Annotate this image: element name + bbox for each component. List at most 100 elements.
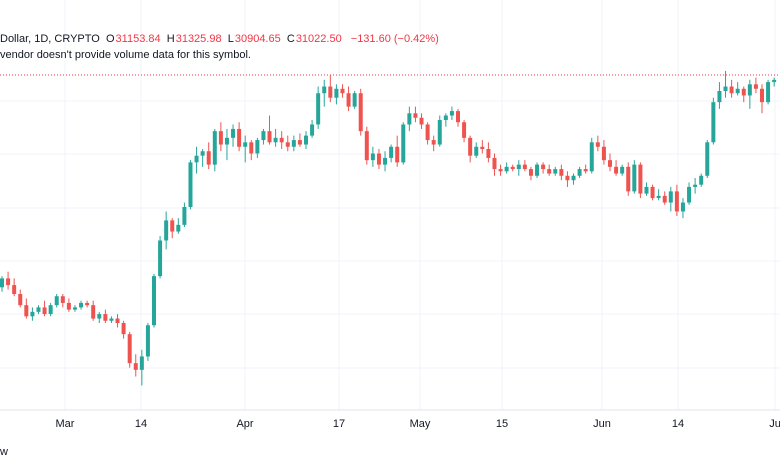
- candle-down: [121, 320, 126, 339]
- candle-down: [480, 140, 485, 154]
- candle-down: [522, 160, 527, 172]
- candle-body: [255, 140, 260, 154]
- candle-body: [328, 86, 333, 98]
- candle-up: [152, 273, 156, 328]
- candle-body: [334, 88, 339, 98]
- candle-body: [668, 191, 673, 203]
- candle-body: [492, 157, 497, 170]
- candle-body: [85, 302, 90, 306]
- candle-body: [127, 334, 132, 364]
- candle-up: [291, 135, 296, 152]
- candle-down: [729, 79, 734, 98]
- candle-body: [474, 146, 479, 156]
- candle-down: [358, 88, 363, 136]
- candle-up: [535, 162, 540, 178]
- x-tick-label: Apr: [236, 418, 253, 430]
- change-value: −131.60 (−0.42%): [350, 33, 439, 45]
- candle-down: [486, 142, 491, 163]
- candle-down: [583, 164, 588, 174]
- candle-body: [364, 131, 369, 161]
- candle-body: [760, 88, 764, 103]
- candle-up: [632, 160, 637, 194]
- candle-body: [36, 307, 41, 312]
- candle-down: [741, 86, 746, 103]
- candle-up: [772, 77, 777, 87]
- candle-up: [334, 84, 339, 105]
- candle-up: [30, 307, 35, 321]
- candle-body: [589, 142, 594, 172]
- candle-up: [322, 79, 327, 107]
- candle-up: [243, 135, 248, 163]
- candle-down: [103, 309, 108, 323]
- candle-body: [383, 157, 388, 165]
- candle-down: [638, 162, 643, 199]
- volume-note: vendor doesn't provide volume data for t…: [0, 49, 251, 61]
- candle-body: [139, 356, 144, 370]
- candle-body: [358, 93, 363, 132]
- candle-up: [766, 79, 771, 105]
- candle-body: [79, 302, 84, 308]
- candle-body: [456, 111, 460, 123]
- candle-body: [395, 146, 400, 163]
- ohlc-legend: Dollar, 1D, CRYPTO O31153.84 H31325.98 L…: [0, 32, 439, 46]
- candle-body: [273, 137, 278, 143]
- close-value: 31022.50: [295, 33, 342, 45]
- candle-body: [401, 124, 406, 163]
- candle-body: [145, 325, 150, 357]
- candle-down: [425, 122, 430, 145]
- candle-down: [559, 164, 564, 181]
- candle-body: [522, 164, 527, 170]
- candle-up: [723, 70, 728, 98]
- candle-up: [577, 166, 582, 178]
- candle-body: [237, 128, 242, 147]
- candle-up: [474, 142, 479, 158]
- candle-up: [145, 323, 150, 361]
- candle-body: [413, 113, 418, 118]
- candle-body: [443, 115, 448, 120]
- candle-up: [188, 160, 193, 210]
- candle-body: [30, 311, 35, 317]
- candle-down: [133, 354, 138, 377]
- candle-body: [249, 142, 254, 154]
- candle-body: [310, 124, 315, 136]
- candle-body: [547, 169, 552, 174]
- candle-up: [231, 124, 236, 147]
- candle-up: [36, 305, 41, 315]
- candle-up: [711, 97, 716, 145]
- candle-down: [206, 142, 211, 170]
- x-tick-label: 14: [135, 418, 147, 430]
- candle-down: [127, 331, 132, 368]
- candle-down: [462, 120, 467, 143]
- candle-up: [449, 106, 454, 120]
- candle-down: [18, 289, 23, 308]
- candle-body: [595, 142, 600, 147]
- candle-up: [401, 122, 406, 165]
- candle-down: [285, 135, 290, 152]
- candle-up: [164, 211, 169, 250]
- candle-up: [139, 349, 144, 386]
- candle-up: [693, 178, 698, 194]
- candle-down: [456, 108, 460, 127]
- candle-body: [510, 166, 515, 170]
- candle-down: [614, 160, 619, 176]
- candle-up: [310, 120, 315, 138]
- open-label: O: [105, 33, 115, 45]
- candle-body: [158, 240, 163, 277]
- candle-down: [419, 113, 424, 129]
- candle-body: [316, 93, 321, 125]
- candle-body: [322, 86, 327, 94]
- candle-down: [249, 140, 254, 161]
- candle-up: [680, 198, 685, 219]
- candle-down: [91, 300, 96, 321]
- candle-body: [176, 224, 181, 232]
- candle-up: [261, 128, 266, 145]
- candle-down: [565, 171, 570, 187]
- candle-up: [437, 115, 442, 147]
- candle-up: [747, 79, 752, 109]
- candle-up: [644, 182, 649, 196]
- candle-up: [54, 294, 59, 308]
- candle-body: [699, 175, 704, 185]
- candle-down: [376, 149, 381, 170]
